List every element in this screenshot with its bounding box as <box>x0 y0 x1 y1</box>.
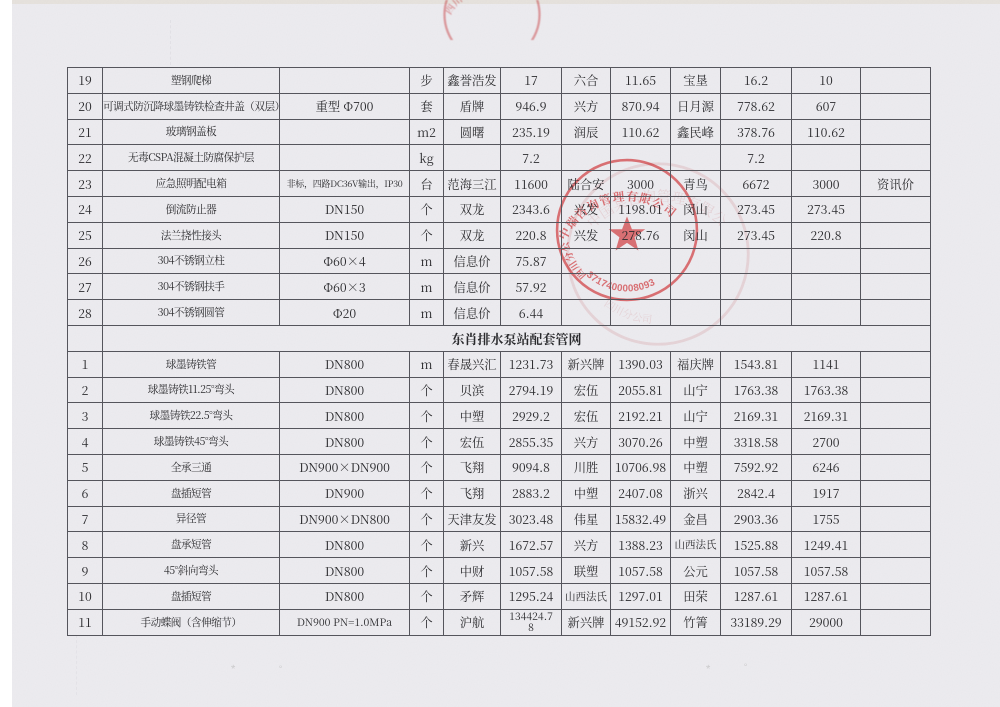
svg-text:四川华中建设: 四川华中建设 <box>441 0 503 17</box>
